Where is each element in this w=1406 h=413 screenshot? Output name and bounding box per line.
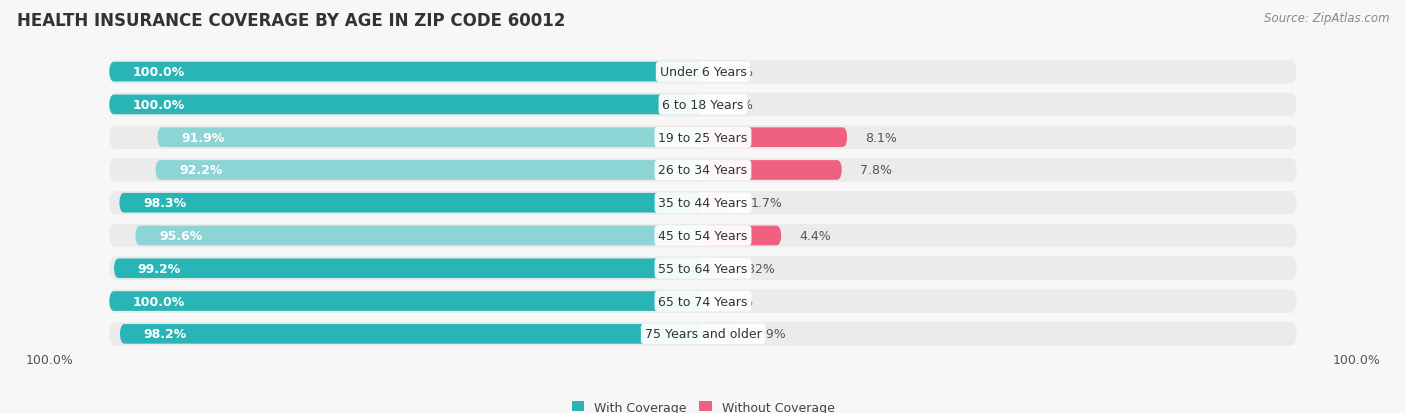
FancyBboxPatch shape [110,257,1296,280]
FancyBboxPatch shape [110,126,1296,150]
Text: 92.2%: 92.2% [179,164,222,177]
Text: 65 to 74 Years: 65 to 74 Years [658,295,748,308]
Text: 45 to 54 Years: 45 to 54 Years [658,230,748,242]
Text: Under 6 Years: Under 6 Years [659,66,747,79]
FancyBboxPatch shape [110,292,703,311]
Text: 6 to 18 Years: 6 to 18 Years [662,99,744,112]
FancyBboxPatch shape [703,193,734,213]
Text: 100.0%: 100.0% [132,99,186,112]
FancyBboxPatch shape [110,61,1296,84]
Text: HEALTH INSURANCE COVERAGE BY AGE IN ZIP CODE 60012: HEALTH INSURANCE COVERAGE BY AGE IN ZIP … [17,12,565,30]
Text: 19 to 25 Years: 19 to 25 Years [658,131,748,144]
Text: 100.0%: 100.0% [1333,353,1381,366]
Text: 98.2%: 98.2% [143,328,187,340]
FancyBboxPatch shape [135,226,703,246]
Text: 100.0%: 100.0% [25,353,73,366]
Text: 8.1%: 8.1% [865,131,897,144]
FancyBboxPatch shape [703,324,737,344]
FancyBboxPatch shape [110,224,1296,248]
FancyBboxPatch shape [157,128,703,148]
FancyBboxPatch shape [703,226,782,246]
FancyBboxPatch shape [114,259,703,278]
FancyBboxPatch shape [703,161,842,180]
Text: 1.7%: 1.7% [751,197,783,210]
Text: 0.0%: 0.0% [721,99,752,112]
Legend: With Coverage, Without Coverage: With Coverage, Without Coverage [572,401,834,413]
Text: 98.3%: 98.3% [143,197,186,210]
FancyBboxPatch shape [703,128,848,148]
FancyBboxPatch shape [110,63,703,82]
FancyBboxPatch shape [120,324,703,344]
FancyBboxPatch shape [703,259,717,278]
FancyBboxPatch shape [110,159,1296,182]
Text: 7.8%: 7.8% [860,164,891,177]
FancyBboxPatch shape [110,192,1296,215]
Text: 1.9%: 1.9% [755,328,786,340]
Text: 100.0%: 100.0% [132,66,186,79]
FancyBboxPatch shape [156,161,703,180]
Text: 26 to 34 Years: 26 to 34 Years [658,164,748,177]
Text: 0.0%: 0.0% [721,295,752,308]
Text: 35 to 44 Years: 35 to 44 Years [658,197,748,210]
Text: 91.9%: 91.9% [181,131,224,144]
Text: 4.4%: 4.4% [799,230,831,242]
Text: Source: ZipAtlas.com: Source: ZipAtlas.com [1264,12,1389,25]
FancyBboxPatch shape [110,322,1296,346]
FancyBboxPatch shape [120,193,703,213]
Text: 55 to 64 Years: 55 to 64 Years [658,262,748,275]
Text: 0.0%: 0.0% [721,66,752,79]
Text: 99.2%: 99.2% [138,262,181,275]
Text: 100.0%: 100.0% [132,295,186,308]
Text: 75 Years and older: 75 Years and older [644,328,762,340]
FancyBboxPatch shape [110,95,703,115]
Text: 0.82%: 0.82% [735,262,775,275]
FancyBboxPatch shape [110,290,1296,313]
Text: 95.6%: 95.6% [159,230,202,242]
FancyBboxPatch shape [110,93,1296,117]
